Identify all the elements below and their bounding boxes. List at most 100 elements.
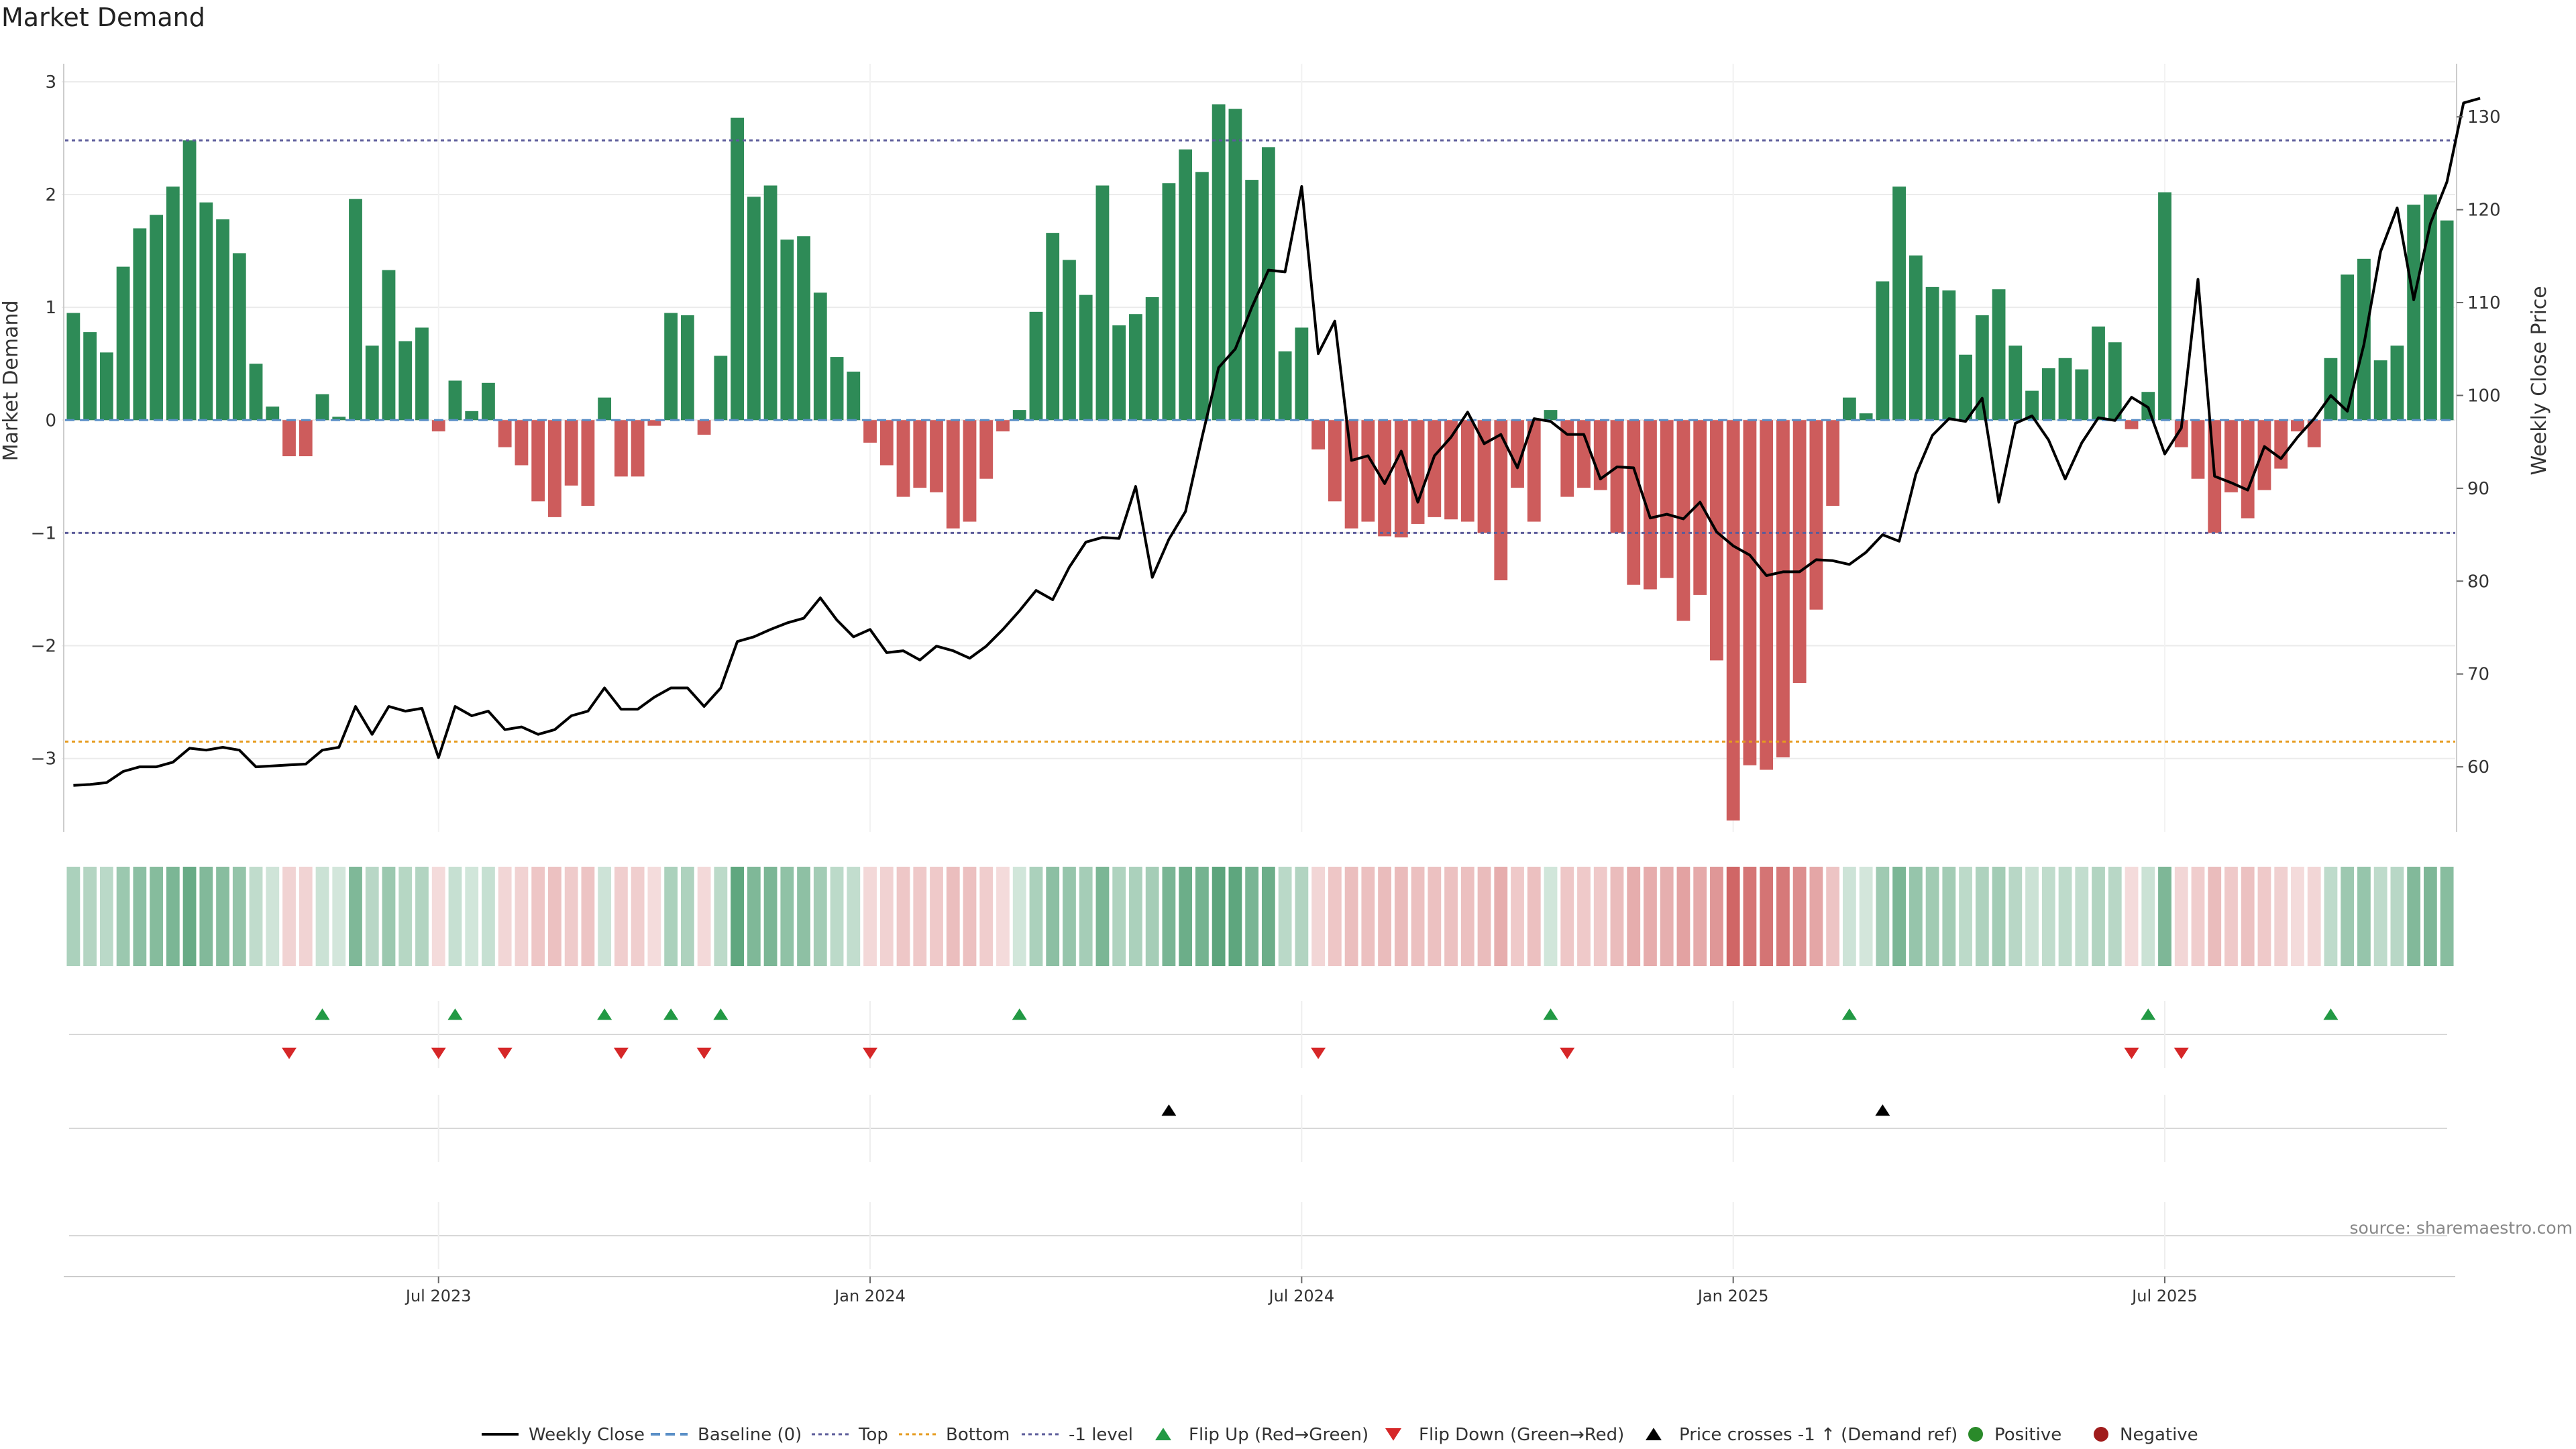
demand-bar [1311,420,1325,449]
demand-bar [1378,420,1391,537]
heat-cell [1544,867,1558,966]
heat-cell [2141,867,2155,966]
legend-label: Weekly Close [529,1425,645,1445]
demand-bar [2224,420,2238,492]
heat-cell [2025,867,2039,966]
demand-bar [1909,255,1923,421]
demand-bar [398,341,413,421]
demand-bar [2125,420,2139,429]
heat-cell [216,867,229,966]
heat-cell [1726,867,1740,966]
flip-down-marker [431,1047,446,1059]
heat-cell [2423,867,2437,966]
demand-bar [2274,420,2288,469]
flip-up-marker [315,1008,330,1020]
heat-cell [763,867,777,966]
heat-cell [1511,867,1524,966]
heat-cell [1228,867,1242,966]
chart-title: Market Demand [1,3,205,32]
demand-bar [1610,420,1624,533]
heat-cell [1311,867,1325,966]
demand-bar [1511,420,1524,488]
demand-bar [996,420,1010,432]
demand-bar [614,420,628,477]
demand-bar [1627,420,1641,585]
heat-cell [1477,867,1491,966]
heat-cell [83,867,97,966]
heat-cell [979,867,994,966]
heat-cell [697,867,711,966]
heat-cell [2241,867,2255,966]
demand-bar [1063,260,1076,421]
y-tick-label-left: 1 [45,298,56,318]
demand-bar [299,420,313,457]
heat-cell [1494,867,1508,966]
heat-cell [797,867,810,966]
demand-bar [1892,186,1907,421]
legend-label: Baseline (0) [698,1425,802,1445]
flip-up-marker [447,1008,463,1020]
demand-bar [1411,420,1425,524]
heat-cell [2257,867,2271,966]
heat-cell [199,867,213,966]
demand-bar [847,371,861,421]
demand-bar [2158,192,2171,421]
heat-cell [448,867,462,966]
heat-cell [581,867,595,966]
demand-bar [1012,410,1026,421]
y-tick-label-right: 130 [2467,107,2501,127]
legend-label: Bottom [946,1425,1010,1445]
demand-bar [2008,345,2023,421]
demand-bar [1760,420,1774,770]
heat-cell [2208,867,2222,966]
demand-bar [1029,311,1043,421]
heat-cell [232,867,246,966]
demand-bar [896,420,910,497]
demand-bar [581,420,595,506]
heat-cell [731,867,744,966]
demand-bar [1344,420,1358,529]
heat-cell [996,867,1010,966]
heat-cell [2008,867,2023,966]
demand-bar [879,420,894,466]
heat-cell [1644,867,1657,966]
heat-cell [1195,867,1209,966]
heat-cell [66,867,80,966]
heat-cell [1842,867,1856,966]
heat-cell [714,867,728,966]
demand-bar [1428,420,1442,517]
demand-bar [1295,327,1309,421]
heat-cell [1411,867,1425,966]
legend-swatch [1155,1428,1171,1440]
heat-cell [515,867,529,966]
heat-cell [1428,867,1442,966]
heat-cell [1394,867,1408,966]
demand-bar [797,236,810,421]
legend-swatch [1385,1428,1401,1441]
x-tick-label: Jul 2025 [2131,1287,2198,1305]
heat-cell [1577,867,1591,966]
demand-bar [216,219,229,421]
demand-bar [1876,281,1890,421]
heat-cell [2390,867,2404,966]
heat-cell [2075,867,2089,966]
demand-bar [1245,180,1259,421]
heat-cell [548,867,561,966]
heat-cell [1046,867,1060,966]
heat-cell [1129,867,1142,966]
heat-cell [1593,867,1607,966]
legend-label: Price crosses -1 ↑ (Demand ref) [1679,1425,1957,1445]
heat-cell [1245,867,1259,966]
heat-cell [116,867,130,966]
demand-bar [2075,369,2089,421]
y-tick-label-left: 3 [45,72,56,93]
heat-cell [1760,867,1774,966]
demand-bar [465,411,479,421]
heat-cell [1560,867,1574,966]
demand-bar [1212,104,1226,421]
heat-cell [564,867,578,966]
demand-bar [66,313,80,421]
legend-label: -1 level [1069,1425,1133,1445]
demand-bar [1477,420,1491,533]
